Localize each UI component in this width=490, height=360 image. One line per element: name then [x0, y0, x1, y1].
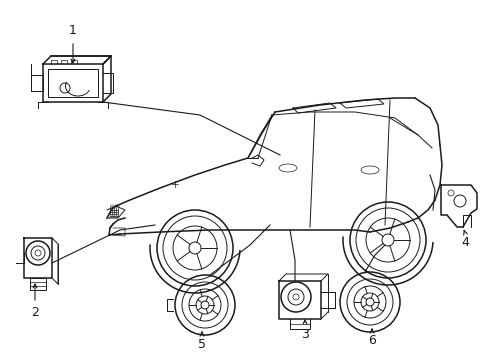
Text: 2: 2 — [31, 306, 39, 320]
Text: 6: 6 — [368, 333, 376, 346]
Text: 4: 4 — [461, 237, 469, 249]
Text: 5: 5 — [198, 338, 206, 351]
Text: 3: 3 — [301, 328, 309, 342]
Text: 1: 1 — [69, 24, 77, 37]
